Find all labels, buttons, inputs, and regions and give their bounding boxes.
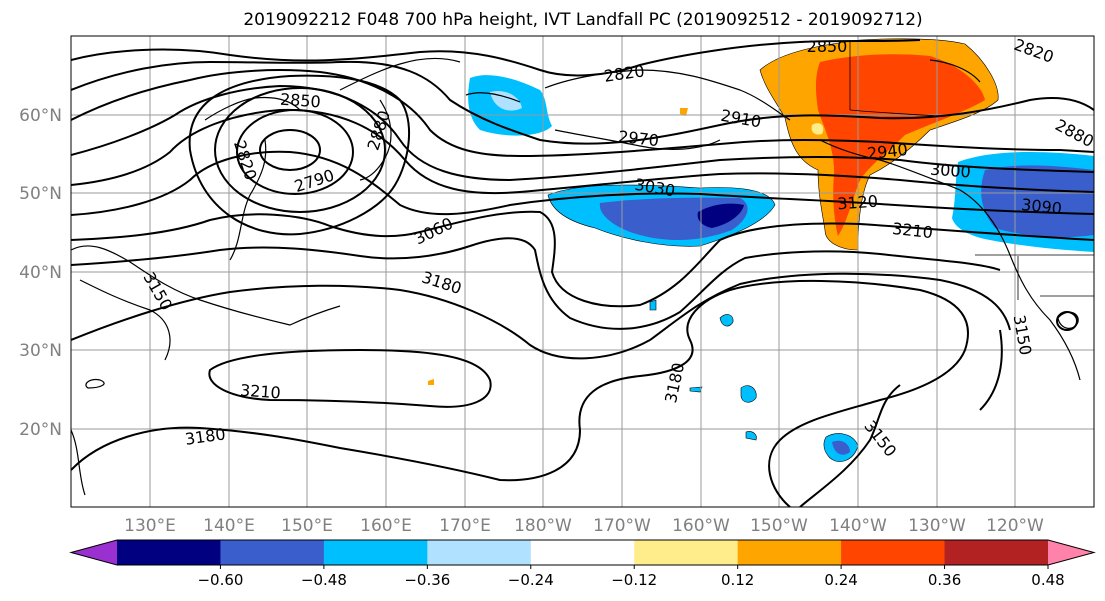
lat-label: 60°N [19, 106, 62, 126]
lat-label: 20°N [19, 420, 62, 440]
lon-label: 180°W [514, 516, 572, 536]
lon-label: 150°E [281, 516, 333, 536]
lat-label: 50°N [19, 184, 62, 204]
colorbar-tick-label: −0.36 [404, 571, 450, 589]
contour-label: 3210 [239, 381, 281, 403]
lon-label: 170°W [593, 516, 651, 536]
contour-label: 3120 [837, 192, 879, 214]
colorbar-tick-label: −0.24 [508, 571, 554, 589]
colorbar-outline [69, 539, 1096, 566]
colorbar-segment [841, 540, 946, 565]
colorbar-tick-label: −0.12 [611, 571, 657, 589]
lon-label: 160°W [672, 516, 730, 536]
colorbar-tick-label: 0.12 [721, 571, 754, 589]
contour-label: 2850 [279, 90, 321, 112]
contour-label: 3210 [891, 219, 933, 242]
colorbar-tick-label: −0.60 [197, 571, 243, 589]
lon-label: 160°E [360, 516, 412, 536]
colorbar-extend-high [1048, 540, 1094, 565]
lat-label: 40°N [19, 263, 62, 283]
contour-label: 2850 [807, 37, 848, 56]
lon-label: 120°W [986, 516, 1044, 536]
colorbar-segment [323, 540, 428, 565]
coastlines [71, 57, 1081, 496]
contour-label: 2940 [866, 140, 908, 163]
colorbar-extend-low [71, 540, 117, 565]
latitude-labels: 60°N 50°N 40°N 30°N 20°N [19, 106, 62, 440]
lon-label: 170°E [439, 516, 491, 536]
lon-label: 130°E [124, 516, 176, 536]
colorbar-segment [427, 540, 532, 565]
colorbar-segment [737, 540, 842, 565]
colorbar-tick-label: 0.36 [928, 571, 961, 589]
longitude-labels: 130°E 140°E 150°E 160°E 170°E 180°W 170°… [124, 516, 1044, 536]
colorbar-segment [530, 540, 635, 565]
map-frame [70, 35, 1095, 508]
colorbar-tick-label: 0.48 [1031, 571, 1064, 589]
lon-label: 140°E [203, 516, 255, 536]
colorbar: −0.60 −0.48 −0.36 −0.24 −0.12 0.12 0.24 0.36 0.4… [69, 539, 1096, 589]
lon-label: 130°W [908, 516, 966, 536]
map-title: 2019092212 F048 700 hPa height, IVT Land… [243, 10, 922, 30]
height-contours [71, 39, 1094, 507]
lon-label: 150°W [750, 516, 808, 536]
lat-label: 30°N [19, 341, 62, 361]
map-panel: 2850 2820 2820 2850 2790 2820 2880 2970 … [71, 36, 1094, 507]
colorbar-segment [117, 540, 221, 565]
contour-label: 3090 [1020, 195, 1062, 218]
colorbar-tick-label: −0.48 [301, 571, 347, 589]
colorbar-segment [634, 540, 739, 565]
ivt-negative-shading [468, 75, 1094, 462]
contour-label: 2970 [617, 127, 659, 150]
colorbar-tick-label: 0.24 [824, 571, 857, 589]
colorbar-segment [944, 540, 1049, 565]
colorbar-segment [220, 540, 325, 565]
lon-label: 140°W [829, 516, 887, 536]
political-borders [849, 40, 1094, 300]
contour-label: 3000 [929, 160, 971, 182]
